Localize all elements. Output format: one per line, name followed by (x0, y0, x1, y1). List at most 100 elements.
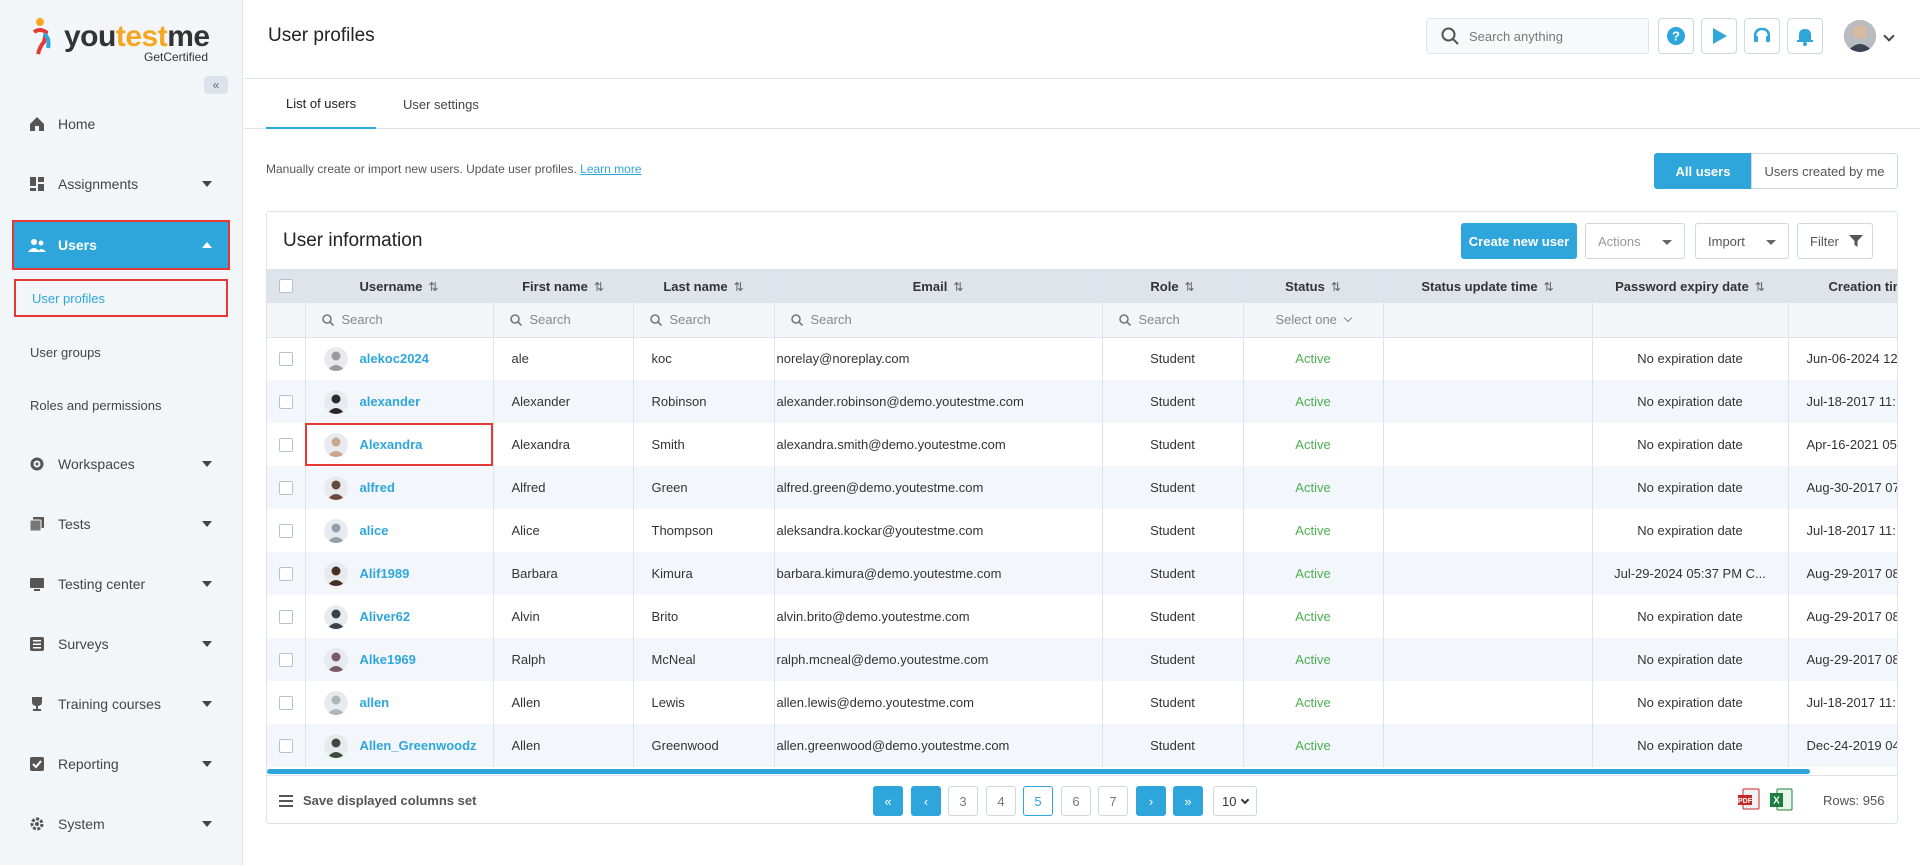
page-size-select[interactable]: 10 (1213, 786, 1257, 816)
row-checkbox[interactable] (278, 738, 293, 753)
export-pdf-icon[interactable]: PDF (1737, 788, 1761, 812)
sort-icon[interactable]: ⇅ (1330, 279, 1341, 294)
page-button[interactable]: 3 (948, 786, 978, 816)
username-link[interactable]: alice (359, 523, 389, 538)
save-columns-button[interactable]: Save displayed columns set (279, 793, 476, 808)
table-row[interactable]: Aliver62 Alvin Brito alvin.brito@demo.youte… (267, 595, 1897, 638)
current-page-button[interactable]: 5 (1023, 786, 1053, 816)
username-cell[interactable]: alice (305, 509, 494, 552)
page-button[interactable]: 4 (986, 786, 1016, 816)
row-checkbox[interactable] (278, 351, 293, 366)
sidebar-item-surveys[interactable]: Surveys (14, 621, 228, 667)
table-row[interactable]: Alif1989 Barbara Kimura barbara.kimura@demo… (267, 552, 1897, 595)
sort-icon[interactable]: ⇅ (1184, 279, 1195, 294)
table-row[interactable]: alekoc2024 ale koc norelay@noreplay.com Stud… (267, 337, 1897, 380)
previous-page-button[interactable]: ‹ (911, 786, 941, 816)
username-link[interactable]: alfred (359, 480, 395, 495)
column-header-first-name[interactable]: First name ⇅ (493, 269, 634, 303)
row-checkbox[interactable] (278, 566, 293, 581)
username-search-input[interactable]: Search (305, 303, 494, 338)
role-search-input[interactable]: Search (1102, 303, 1244, 338)
table-row[interactable]: Allen_Greenwoodz Allen Greenwood allen.gree… (267, 724, 1897, 767)
page-button[interactable]: 7 (1098, 786, 1128, 816)
username-link[interactable]: Alke1969 (359, 652, 416, 667)
horizontal-scrollbar[interactable] (267, 769, 1810, 774)
all-users-toggle[interactable]: All users (1654, 153, 1752, 189)
table-row[interactable]: alfred Alfred Green alfred.green@demo.youte… (267, 466, 1897, 509)
row-checkbox[interactable] (278, 437, 293, 452)
column-header-password-expiry[interactable]: Password expiry date ⇅ (1592, 269, 1789, 303)
column-header-last-name[interactable]: Last name ⇅ (633, 269, 775, 303)
username-link[interactable]: Aliver62 (359, 609, 411, 624)
sidebar-item-assignments[interactable]: Assignments (14, 161, 228, 207)
export-excel-icon[interactable]: X (1769, 788, 1793, 812)
table-row[interactable]: Alexandra Alexandra Smith alexandra.smith@d… (267, 423, 1897, 466)
sidebar-item-users[interactable]: Users (12, 220, 230, 270)
column-header-status-update-time[interactable]: Status update time ⇅ (1383, 269, 1593, 303)
play-tutorial-button[interactable] (1701, 18, 1737, 54)
sort-icon[interactable]: ⇅ (1754, 279, 1765, 294)
last-page-button[interactable]: » (1173, 786, 1203, 816)
sidebar-item-tests[interactable]: Tests (14, 501, 228, 547)
username-cell[interactable]: alekoc2024 (305, 337, 494, 380)
table-row[interactable]: alice Alice Thompson aleksandra.kockar@yout… (267, 509, 1897, 552)
username-link[interactable]: Alexandra (359, 437, 423, 452)
learn-more-link[interactable]: Learn more (580, 162, 642, 176)
email-search-input[interactable]: Search (774, 303, 1103, 338)
global-search-input[interactable]: Search anything (1426, 18, 1649, 54)
notifications-button[interactable] (1787, 18, 1823, 54)
page-button[interactable]: 6 (1061, 786, 1091, 816)
row-checkbox[interactable] (278, 523, 293, 538)
username-cell[interactable]: Aliver62 (305, 595, 494, 638)
sidebar-item-workspaces[interactable]: Workspaces (14, 441, 228, 487)
table-row[interactable]: allen Allen Lewis allen.lewis@demo.youtestm… (267, 681, 1897, 724)
sidebar-item-testing-center[interactable]: Testing center (14, 561, 228, 607)
chevron-down-icon[interactable] (1883, 30, 1895, 42)
row-checkbox[interactable] (278, 695, 293, 710)
sidebar-item-reporting[interactable]: Reporting (14, 741, 228, 787)
row-checkbox[interactable] (278, 394, 293, 409)
column-header-role[interactable]: Role ⇅ (1102, 269, 1244, 303)
username-cell[interactable]: alfred (305, 466, 494, 509)
filter-button[interactable]: Filter (1797, 223, 1873, 259)
first-name-search-input[interactable]: Search (493, 303, 634, 338)
create-new-user-button[interactable]: Create new user (1461, 223, 1577, 259)
username-link[interactable]: allen (359, 695, 390, 710)
username-link[interactable]: Allen_Greenwoodz (359, 738, 477, 753)
row-checkbox[interactable] (278, 609, 293, 624)
import-dropdown[interactable]: Import (1695, 223, 1789, 259)
username-cell[interactable]: alexander (305, 380, 494, 423)
row-checkbox[interactable] (278, 480, 293, 495)
next-page-button[interactable]: › (1136, 786, 1166, 816)
username-cell[interactable]: Alexandra (305, 423, 494, 466)
sidebar-item-system[interactable]: System (14, 801, 228, 847)
tab-list-of-users[interactable]: List of users (266, 80, 377, 129)
sort-icon[interactable]: ⇅ (1543, 279, 1554, 294)
user-avatar[interactable] (1844, 20, 1876, 52)
column-header-creation-time[interactable]: Creation time (1788, 269, 1897, 303)
username-link[interactable]: alexander (359, 394, 421, 409)
sidebar-item-home[interactable]: Home (14, 101, 228, 147)
username-cell[interactable]: allen (305, 681, 494, 724)
sidebar-subitem-roles-permissions[interactable]: Roles and permissions (30, 397, 162, 413)
sort-icon[interactable]: ⇅ (953, 279, 964, 294)
table-row[interactable]: Alke1969 Ralph McNeal ralph.mcneal@demo.you… (267, 638, 1897, 681)
table-row[interactable]: alexander Alexander Robinson alexander.robi… (267, 380, 1897, 423)
support-button[interactable] (1744, 18, 1780, 54)
column-header-username[interactable]: Username ⇅ (305, 269, 494, 303)
username-cell[interactable]: Alke1969 (305, 638, 494, 681)
first-page-button[interactable]: « (873, 786, 903, 816)
column-header-email[interactable]: Email ⇅ (774, 269, 1103, 303)
username-link[interactable]: Alif1989 (359, 566, 410, 581)
sort-icon[interactable]: ⇅ (733, 279, 744, 294)
collapse-sidebar-button[interactable]: « (204, 76, 228, 94)
username-link[interactable]: alekoc2024 (359, 351, 429, 367)
username-cell[interactable]: Alif1989 (305, 552, 494, 595)
logo[interactable]: youtestme GetCertified (30, 16, 220, 66)
actions-dropdown[interactable]: Actions (1585, 223, 1685, 259)
help-button[interactable]: ? (1658, 18, 1694, 54)
column-header-status[interactable]: Status ⇅ (1243, 269, 1384, 303)
users-created-by-me-toggle[interactable]: Users created by me (1751, 153, 1898, 189)
tab-user-settings[interactable]: User settings (403, 97, 479, 112)
select-all-checkbox[interactable] (278, 279, 293, 293)
